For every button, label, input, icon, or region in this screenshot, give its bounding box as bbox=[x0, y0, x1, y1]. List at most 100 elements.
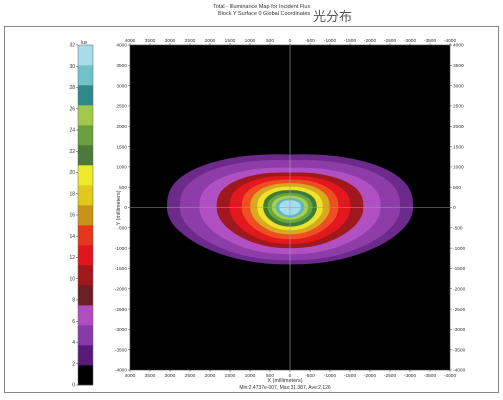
colorbar-band-15 bbox=[78, 65, 93, 86]
x-tick-label-bottom: 3500 bbox=[145, 373, 156, 379]
y-tick-label-right: 1500 bbox=[453, 144, 464, 150]
y-tick-label-right: 500 bbox=[453, 185, 461, 191]
colorbar-band-0 bbox=[78, 365, 93, 386]
y-tick-label-right: 0 bbox=[453, 205, 456, 211]
y-tick-label-left: -3000 bbox=[115, 327, 128, 333]
y-tick-label-right: -1000 bbox=[453, 246, 466, 252]
colorbar-band-1 bbox=[78, 345, 93, 366]
y-tick-label-left: -4000 bbox=[115, 368, 128, 374]
y-tick-label-left: -2500 bbox=[115, 307, 128, 313]
colorbar-tick-label: 22 bbox=[69, 149, 75, 155]
colorbar-tick-label: 18 bbox=[69, 191, 75, 197]
y-tick-label-left: 2000 bbox=[116, 124, 127, 130]
colorbar-band-3 bbox=[78, 305, 93, 326]
x-tick-label-top: -4000 bbox=[444, 38, 457, 44]
x-tick-label-top: -500 bbox=[305, 38, 315, 44]
chart-title-line2: Block Y Surface 0 Global Coordinates bbox=[218, 11, 311, 17]
colorbar-tick-label: 4 bbox=[72, 340, 75, 346]
chinese-caption: 光分布 bbox=[313, 10, 353, 25]
y-tick-label-right: 3000 bbox=[453, 83, 464, 89]
y-tick-label-left: 3000 bbox=[116, 83, 127, 89]
y-tick-label-right: 1000 bbox=[453, 165, 464, 171]
x-tick-label-top: -1500 bbox=[344, 38, 357, 44]
y-tick-label-right: -3000 bbox=[453, 327, 466, 333]
colorbar-band-4 bbox=[78, 285, 93, 306]
colorbar-tick-label: 12 bbox=[69, 255, 75, 261]
x-tick-label-top: 0 bbox=[289, 38, 292, 44]
colorbar-tick-label: 24 bbox=[69, 128, 75, 134]
colorbar-tick-label: 20 bbox=[69, 170, 75, 176]
y-tick-label-right: -1500 bbox=[453, 266, 466, 272]
y-tick-label-left: -500 bbox=[117, 226, 127, 232]
y-tick-label-right: -3500 bbox=[453, 347, 466, 353]
colorbar-band-7 bbox=[78, 225, 93, 246]
colorbar-band-8 bbox=[78, 205, 93, 226]
y-tick-label-right: -2500 bbox=[453, 307, 466, 313]
x-tick-label-top: 2500 bbox=[185, 38, 196, 44]
x-tick-label-top: 3500 bbox=[145, 38, 156, 44]
colorbar-tick-label: 16 bbox=[69, 213, 75, 219]
y-tick-label-right: -500 bbox=[453, 226, 463, 232]
x-axis-label: X (millimeters) bbox=[267, 378, 302, 384]
x-tick-label-top: -3000 bbox=[404, 38, 417, 44]
x-tick-label-bottom: 2500 bbox=[185, 373, 196, 379]
y-tick-label-left: -1500 bbox=[115, 266, 128, 272]
x-tick-label-top: -2000 bbox=[364, 38, 377, 44]
y-axis-label: Y (millimeters) bbox=[116, 190, 122, 225]
y-tick-label-left: -3500 bbox=[115, 347, 128, 353]
colorbar-tick-label: 8 bbox=[72, 298, 75, 304]
y-tick-label-right: 2000 bbox=[453, 124, 464, 130]
y-tick-label-left: 3500 bbox=[116, 63, 127, 69]
x-tick-label-bottom: 500 bbox=[266, 373, 274, 379]
colorbar-band-5 bbox=[78, 265, 93, 286]
y-tick-label-left: 2500 bbox=[116, 104, 127, 110]
x-tick-label-bottom: 1000 bbox=[245, 373, 256, 379]
x-tick-label-top: 1500 bbox=[225, 38, 236, 44]
x-tick-label-top: -1000 bbox=[324, 38, 337, 44]
x-tick-label-top: 500 bbox=[266, 38, 274, 44]
colorbar-tick-label: 14 bbox=[69, 234, 75, 240]
colorbar-tick-label: 6 bbox=[72, 319, 75, 325]
x-tick-label-bottom: 1500 bbox=[225, 373, 236, 379]
y-tick-label-left: -1000 bbox=[115, 246, 128, 252]
x-tick-label-top: 1000 bbox=[245, 38, 256, 44]
colorbar-tick-label: 28 bbox=[69, 85, 75, 91]
colorbar-tick-label: 2 bbox=[72, 361, 75, 367]
colorbar-tick-label: 30 bbox=[69, 64, 75, 70]
stats-label: Min:2.4737e-007, Max:31.387, Ave:2.126 bbox=[239, 385, 331, 391]
x-tick-label-bottom: -1000 bbox=[324, 373, 337, 379]
x-tick-label-top: 3000 bbox=[165, 38, 176, 44]
y-tick-label-left: 1500 bbox=[116, 144, 127, 150]
axis-ticks: 4000400035003500300030002500250020002000… bbox=[115, 38, 466, 379]
x-tick-label-bottom: -3000 bbox=[404, 373, 417, 379]
x-tick-label-top: -2500 bbox=[384, 38, 397, 44]
y-tick-label-left: 500 bbox=[119, 185, 127, 191]
colorbar-band-6 bbox=[78, 245, 93, 266]
colorbar-unit-label: lux bbox=[81, 40, 88, 46]
x-tick-label-bottom: -2500 bbox=[384, 373, 397, 379]
x-tick-label-bottom: 3000 bbox=[165, 373, 176, 379]
x-tick-label-bottom: -3500 bbox=[424, 373, 437, 379]
colorbar-band-10 bbox=[78, 165, 93, 186]
y-tick-label-right: -4000 bbox=[453, 368, 466, 374]
x-tick-label-bottom: -2000 bbox=[364, 373, 377, 379]
x-tick-label-top: 2000 bbox=[205, 38, 216, 44]
x-tick-label-top: 4000 bbox=[125, 38, 136, 44]
colorbar-band-11 bbox=[78, 145, 93, 166]
y-tick-label-left: 4000 bbox=[116, 43, 127, 49]
colorbar-band-12 bbox=[78, 125, 93, 146]
y-tick-label-right: 4000 bbox=[453, 43, 464, 49]
colorbar-tick-label: 0 bbox=[72, 383, 75, 389]
chart-title-line1: Total - Illuminance Map for Incident Flu… bbox=[213, 4, 311, 10]
y-tick-label-right: 3500 bbox=[453, 63, 464, 69]
x-tick-label-bottom: 4000 bbox=[125, 373, 136, 379]
x-tick-label-bottom: 2000 bbox=[205, 373, 216, 379]
x-tick-label-bottom: 0 bbox=[289, 373, 292, 379]
y-tick-label-left: -2000 bbox=[115, 286, 128, 292]
x-tick-label-top: -3500 bbox=[424, 38, 437, 44]
outer-border bbox=[4, 26, 499, 393]
y-tick-label-left: 1000 bbox=[116, 165, 127, 171]
